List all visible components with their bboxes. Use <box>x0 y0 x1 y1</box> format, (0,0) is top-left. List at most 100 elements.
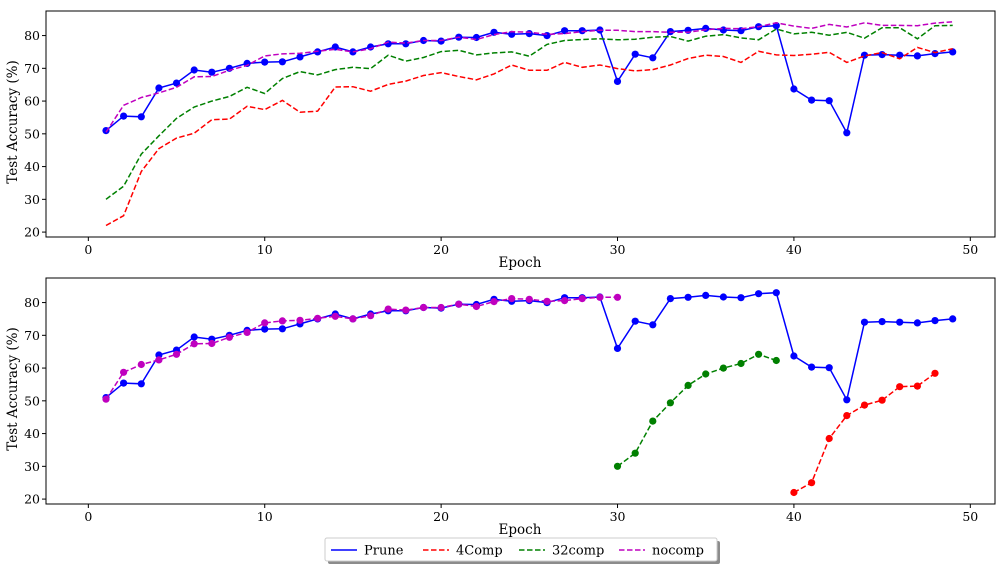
bottom-nocomp-point <box>472 302 480 311</box>
bottom-32comp-point <box>613 462 622 470</box>
bottom-nocomp-point <box>243 328 251 336</box>
bottom-4comp-point <box>878 396 886 404</box>
bottom-x-tick-label: 30 <box>610 509 626 524</box>
top-x-tick-label: 20 <box>433 242 449 257</box>
top-y-tick-label: 30 <box>24 192 40 207</box>
top-y-axis-label: Test Accuracy (%) <box>5 60 21 184</box>
top-prune-point <box>120 112 128 120</box>
top-prune-point <box>896 51 904 59</box>
top-y-tick-label: 60 <box>24 94 40 109</box>
top-x-tick-label: 0 <box>84 242 92 257</box>
top-y-tick-label: 40 <box>24 159 40 174</box>
top-prune-point <box>561 27 569 35</box>
bottom-nocomp-point <box>102 395 110 403</box>
bottom-4comp-point <box>931 369 939 377</box>
bottom-prune-point <box>808 363 816 371</box>
top-prune-point <box>702 24 710 32</box>
top-prune-point <box>913 52 922 60</box>
bottom-32comp-point <box>631 449 639 457</box>
bottom-x-axis-label: Epoch <box>499 522 542 538</box>
top-y-tick-label: 50 <box>24 126 40 141</box>
bottom-nocomp-point <box>490 298 498 306</box>
bottom-nocomp-point <box>331 312 339 320</box>
bottom-4comp-point <box>860 401 869 409</box>
bottom-prune-point <box>790 352 798 360</box>
bottom-prune-point <box>719 293 728 301</box>
bottom-chart-panel: 0 10 20 30 40 50 20 30 40 50 60 70 80 Epoch Test Acc… <box>5 277 996 538</box>
bottom-x-tick-label: 50 <box>962 509 978 524</box>
bottom-x-tick-label: 40 <box>786 509 802 524</box>
bottom-32comp-point <box>666 399 675 407</box>
top-chart-panel: 0 10 20 30 40 50 20 30 40 50 60 70 80 Epoch Test Acc… <box>5 10 996 271</box>
bottom-nocomp-point <box>137 360 145 369</box>
bottom-32comp-point <box>702 370 710 378</box>
bottom-nocomp-point <box>261 319 269 327</box>
bottom-32comp-point <box>772 356 780 365</box>
bottom-nocomp-point <box>120 368 128 376</box>
bottom-nocomp-point <box>278 317 286 325</box>
top-prune-point <box>296 53 304 61</box>
bottom-nocomp-point <box>402 306 410 314</box>
bottom-nocomp-point <box>437 303 445 312</box>
top-series-4comp-line <box>105 46 953 227</box>
bottom-nocomp-point <box>296 316 304 324</box>
bottom-y-tick-label: 80 <box>24 295 40 310</box>
bottom-y-axis-label: Test Accuracy (%) <box>5 327 21 451</box>
bottom-nocomp-point <box>225 333 233 341</box>
top-x-axis-label: Epoch <box>499 255 542 271</box>
bottom-prune-point <box>613 344 622 352</box>
top-series-nocomp-line <box>105 21 953 133</box>
bottom-prune-point <box>931 317 939 325</box>
top-prune-point <box>208 68 216 76</box>
bottom-nocomp-point <box>208 339 216 348</box>
top-prune-point <box>949 48 957 56</box>
bottom-prune-point <box>666 295 675 303</box>
bottom-prune-point <box>755 290 763 298</box>
bottom-prune-point <box>843 396 851 404</box>
bottom-x-tick-label: 20 <box>433 509 449 524</box>
bottom-series-nocomp-line <box>105 296 618 400</box>
top-plot-frame <box>45 10 996 238</box>
bottom-nocomp-point <box>455 300 463 308</box>
top-prune-point <box>525 29 533 38</box>
bottom-nocomp-point <box>190 340 198 348</box>
top-prune-point <box>578 27 586 35</box>
top-prune-point <box>790 85 798 93</box>
bottom-prune-point <box>878 318 886 326</box>
bottom-prune-point <box>737 294 745 302</box>
bottom-nocomp-point <box>508 295 516 303</box>
bottom-prune-point <box>913 319 922 327</box>
bottom-prune-point <box>190 333 198 341</box>
top-x-tick-label: 30 <box>610 242 626 257</box>
bottom-4comp-point <box>825 434 833 443</box>
bottom-32comp-point <box>684 381 692 389</box>
bottom-y-tick-label: 40 <box>24 426 40 441</box>
top-prune-point <box>843 129 851 137</box>
bottom-4comp-point <box>808 479 816 487</box>
bottom-prune-point <box>649 321 657 329</box>
bottom-prune-point <box>684 293 692 301</box>
top-prune-point <box>155 84 163 92</box>
bottom-nocomp-point <box>314 314 322 322</box>
bottom-prune-point <box>860 318 869 326</box>
top-x-tick-label: 50 <box>962 242 978 257</box>
bottom-nocomp-point <box>384 305 392 313</box>
top-prune-point <box>719 26 728 34</box>
top-prune-point <box>808 96 816 104</box>
top-prune-point <box>931 50 939 58</box>
top-prune-point <box>472 33 480 42</box>
legend-32comp-label: 32comp <box>552 544 604 559</box>
bottom-nocomp-point <box>596 293 604 301</box>
bottom-prune-point <box>896 318 904 326</box>
top-prune-point <box>402 40 410 48</box>
bottom-y-tick-label: 70 <box>24 328 40 343</box>
bottom-y-tick-label: 30 <box>24 459 40 474</box>
top-y-tick-label: 80 <box>24 28 40 43</box>
bottom-x-tick-label: 10 <box>257 509 273 524</box>
bottom-nocomp-point <box>367 312 375 320</box>
bottom-nocomp-point <box>155 356 163 364</box>
bottom-nocomp-point <box>561 297 569 305</box>
bottom-nocomp-point <box>419 303 428 312</box>
bottom-4comp-point <box>790 488 798 497</box>
